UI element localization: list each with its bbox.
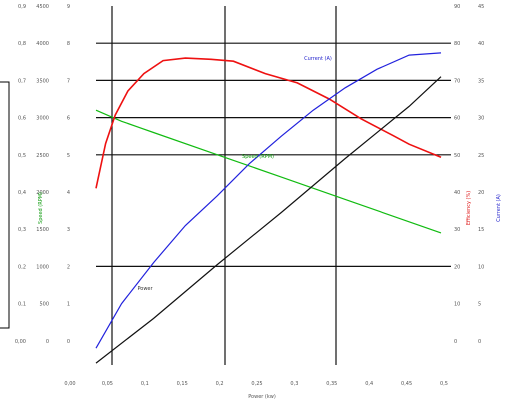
series-group <box>95 52 442 364</box>
left-tick-label: 0,6 <box>18 116 26 122</box>
series-line-speed <box>95 109 442 234</box>
legend-box-edge <box>0 81 10 329</box>
left-tick-label: 1500 <box>36 227 49 233</box>
right-tick-label: 70 <box>454 78 460 84</box>
right-tick-label: 5 <box>478 302 481 308</box>
x-axis-ticks: 0,00 0,05 0,1 0,15 0,2 0,25 0,3 0,35 0,4 0,45 0,5 <box>64 381 448 387</box>
right-tick-label: 40 <box>454 190 460 196</box>
left-axis-label: Speed (RPM) <box>38 192 44 224</box>
series-line-efficiency <box>95 57 442 189</box>
left-tick-label: 8 <box>67 41 70 47</box>
x-tick-label: 0,45 <box>401 381 412 387</box>
x-tick-label: 0,35 <box>326 381 337 387</box>
right-tick-label: 0 <box>478 339 481 345</box>
right-tick-label: 40 <box>478 41 484 47</box>
left-tick-label: 0,4 <box>18 190 26 196</box>
x-tick-label: 0,25 <box>251 381 262 387</box>
left-tick-label: 0,7 <box>18 78 26 84</box>
left-tick-label: 4 <box>67 190 70 196</box>
x-tick-label: 0,00 <box>64 381 75 387</box>
right-tick-label: 30 <box>478 116 484 122</box>
left-tick-label: 1000 <box>36 264 49 270</box>
annotations: Speed (RPM) Current (A) Power <box>137 56 331 292</box>
left-tick-label: 6 <box>67 116 70 122</box>
grid-lines <box>96 6 451 365</box>
left-tick-label: 3000 <box>36 116 49 122</box>
x-tick-label: 0,05 <box>102 381 113 387</box>
left-axis-ticks: 0,00 0,1 0,2 0,3 0,4 0,5 0,6 0,7 0,8 0,9 0 500 1000 1… <box>15 4 70 345</box>
left-tick-label: 2500 <box>36 153 49 159</box>
right-tick-label: 50 <box>454 153 460 159</box>
right-tick-label: 10 <box>454 302 460 308</box>
left-tick-label: 3 <box>67 227 70 233</box>
left-tick-label: 0,3 <box>18 227 26 233</box>
left-tick-label: 4000 <box>36 41 49 47</box>
x-tick-label: 0,1 <box>141 381 149 387</box>
right-tick-label: 15 <box>478 227 484 233</box>
left-tick-label: 2 <box>67 264 70 270</box>
left-tick-label: 9 <box>67 4 70 10</box>
right-tick-label: 0 <box>454 339 457 345</box>
left-tick-label: 0 <box>46 339 49 345</box>
right-tick-label: 20 <box>454 264 460 270</box>
x-tick-label: 0,4 <box>365 381 373 387</box>
series-line-current <box>95 52 442 349</box>
series-line-power <box>95 76 442 364</box>
left-tick-label: 0,1 <box>18 302 26 308</box>
left-tick-label: 1 <box>67 302 70 308</box>
annotation-power: Power <box>137 286 153 292</box>
right-tick-label: 60 <box>454 116 460 122</box>
right-tick-label: 10 <box>478 264 484 270</box>
left-tick-label: 0,5 <box>18 153 26 159</box>
right-axis-label-current: Current (A) <box>496 194 502 222</box>
left-tick-label: 2000 <box>36 190 49 196</box>
x-tick-label: 0,5 <box>440 381 448 387</box>
x-tick-label: 0,15 <box>177 381 188 387</box>
x-tick-label: 0,2 <box>216 381 224 387</box>
right-axis-label-efficiency: Efficiency (%) <box>466 191 472 225</box>
right-tick-label: 45 <box>478 4 484 10</box>
right-tick-label: 90 <box>454 4 460 10</box>
annotation-speed: Speed (RPM) <box>242 154 274 160</box>
left-tick-label: 0,9 <box>18 4 26 10</box>
left-tick-label: 500 <box>39 302 49 308</box>
right-axis-ticks: 0 10 20 30 40 50 60 70 80 90 0 5 10 15 20 25 30 35 40 45 <box>454 4 484 345</box>
left-tick-label: 7 <box>67 78 70 84</box>
right-tick-label: 25 <box>478 153 484 159</box>
left-tick-label: 0,8 <box>18 41 26 47</box>
right-tick-label: 30 <box>454 227 460 233</box>
left-tick-label: 5 <box>67 153 70 159</box>
x-axis-label: Power (kw) <box>248 394 276 400</box>
left-tick-label: 0,2 <box>18 264 26 270</box>
right-tick-label: 35 <box>478 78 484 84</box>
x-tick-label: 0,3 <box>290 381 298 387</box>
left-tick-label: 3500 <box>36 78 49 84</box>
left-tick-label: 0 <box>67 339 70 345</box>
left-tick-label: 0,00 <box>15 339 26 345</box>
annotation-current: Current (A) <box>304 56 332 62</box>
left-tick-label: 4500 <box>36 4 49 10</box>
right-tick-label: 20 <box>478 190 484 196</box>
right-tick-label: 80 <box>454 41 460 47</box>
